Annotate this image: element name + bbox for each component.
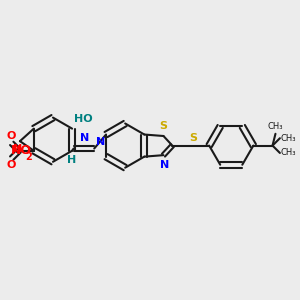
Text: S: S — [189, 133, 197, 142]
Text: CH₃: CH₃ — [280, 134, 296, 143]
Text: H: H — [67, 155, 76, 165]
Text: CH₃: CH₃ — [280, 148, 296, 158]
Text: NO: NO — [11, 144, 32, 157]
Text: N: N — [160, 160, 170, 170]
Text: 2: 2 — [26, 152, 32, 162]
Text: N: N — [80, 133, 89, 143]
Text: O: O — [6, 131, 16, 141]
Text: HO: HO — [74, 114, 92, 124]
Text: CH₃: CH₃ — [268, 122, 283, 131]
Text: S: S — [159, 121, 167, 131]
Text: N: N — [13, 144, 22, 154]
Text: N: N — [96, 137, 105, 147]
Text: O: O — [6, 160, 16, 170]
